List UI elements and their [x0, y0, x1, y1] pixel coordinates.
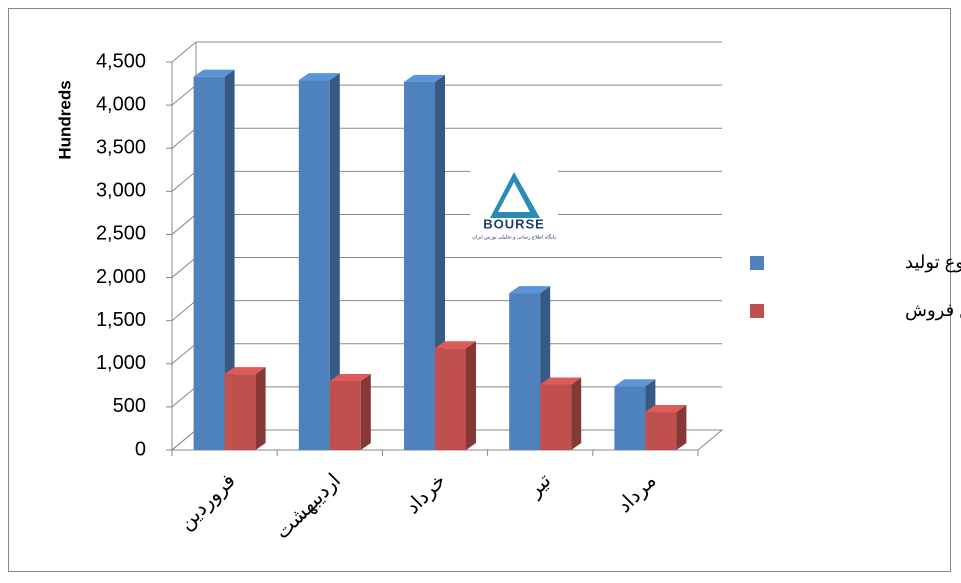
- bar-top: [509, 286, 551, 294]
- grid-line: [171, 170, 197, 192]
- bar-front: [435, 348, 466, 450]
- bar: [298, 73, 340, 451]
- bar-front: [509, 293, 541, 450]
- grid-line: [171, 343, 197, 365]
- grid-line: [171, 127, 197, 149]
- bar-top: [435, 341, 476, 349]
- y-tick-label: 3,500: [96, 137, 146, 159]
- bar-side: [329, 73, 340, 451]
- bar: [435, 341, 476, 450]
- grid-line: [171, 300, 197, 322]
- bar-side: [676, 405, 687, 450]
- bar-top: [193, 69, 235, 77]
- bar-side: [255, 367, 266, 450]
- grid-line: [171, 386, 197, 408]
- bar-side: [224, 69, 235, 450]
- y-tick-label: 500: [113, 395, 146, 417]
- y-axis-label: Hundreds: [55, 80, 74, 159]
- grid-line: [171, 257, 197, 278]
- y-tick-label: 1,500: [96, 309, 146, 331]
- y-tick-label: 0: [135, 438, 146, 460]
- y-tick-label: 4,000: [96, 93, 146, 115]
- legend-label: مجموع تولید: [905, 252, 961, 273]
- bar-side: [571, 377, 582, 450]
- bar-front: [614, 386, 646, 450]
- bar: [645, 405, 687, 450]
- watermark-text: BOURSE: [483, 216, 545, 231]
- bar-front: [193, 76, 225, 450]
- bar: [329, 374, 371, 450]
- legend-label: مجموع فروش: [905, 300, 961, 321]
- logo-shape: [498, 182, 530, 212]
- bar-top: [404, 74, 445, 82]
- bar-side: [466, 341, 476, 450]
- bar-top: [540, 377, 582, 385]
- grid-line: [171, 41, 197, 63]
- bar-top: [645, 405, 687, 413]
- bar-top: [224, 367, 266, 375]
- watermark: BOURSE پایگاه اطلاع رسانی و تحلیلی بورس …: [470, 162, 558, 244]
- chart-frame: [8, 8, 951, 572]
- y-tick-label: 2,000: [96, 266, 146, 288]
- bar-top: [614, 379, 656, 387]
- bar-front: [645, 412, 677, 450]
- grid-line: [171, 429, 197, 451]
- bar-side: [360, 374, 371, 450]
- y-tick-label: 3,000: [96, 180, 146, 202]
- y-tick-label: 1,000: [96, 352, 146, 374]
- bar-front: [404, 81, 435, 450]
- bar-top: [298, 73, 340, 81]
- grid-line: [171, 214, 197, 235]
- y-tick-label: 4,500: [96, 50, 146, 72]
- bar: [540, 377, 582, 450]
- bar-top: [329, 374, 371, 382]
- legend-swatch: [750, 256, 764, 270]
- bar-front: [298, 80, 330, 451]
- bar: [224, 367, 266, 450]
- grid-line: [171, 84, 197, 106]
- watermark-subtitle: پایگاه اطلاع رسانی و تحلیلی بورس ایران: [472, 233, 556, 240]
- bar-front: [540, 384, 572, 450]
- bar-front: [329, 381, 361, 450]
- y-tick-label: 2,500: [96, 223, 146, 245]
- legend-swatch: [750, 304, 764, 318]
- bar: [193, 69, 235, 450]
- bar-front: [224, 374, 256, 450]
